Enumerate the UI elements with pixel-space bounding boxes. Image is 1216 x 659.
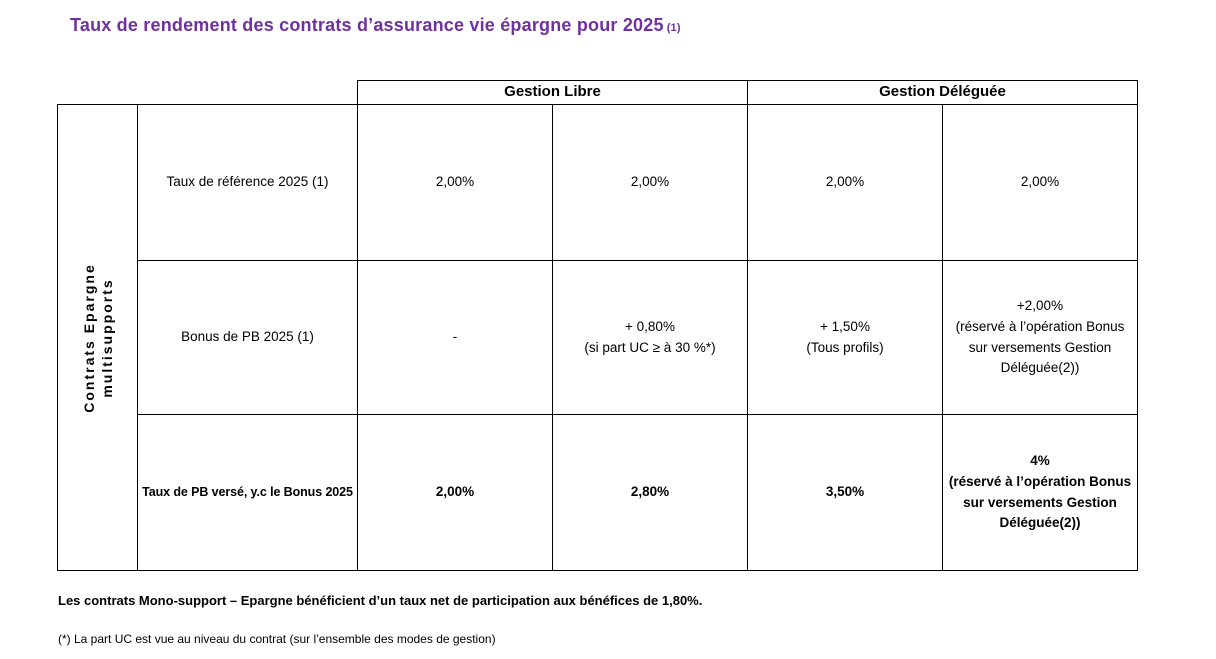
- rate-cell: 2,00%: [357, 414, 553, 571]
- rate-cell: + 1,50% (Tous profils): [747, 260, 943, 415]
- table-corner-spacer: [58, 81, 358, 105]
- table-row: Taux de PB versé, y.c le Bonus 2025 2,00…: [58, 414, 1138, 571]
- rate-cell: 4% (réservé à l’opération Bonus sur vers…: [942, 414, 1138, 571]
- rates-table-container: Gestion Libre Gestion Déléguée Contrats …: [57, 80, 1138, 571]
- row-group-cell: Contrats Epargne multisupports: [57, 104, 138, 571]
- rate-cell: + 0,80% (si part UC ≥ à 30 %*): [552, 260, 748, 415]
- column-group-gestion-libre: Gestion Libre: [357, 80, 748, 105]
- row-group-label: Contrats Epargne multisupports: [80, 262, 115, 413]
- rate-cell: 2,00%: [357, 104, 553, 261]
- table-row: Contrats Epargne multisupports Taux de r…: [57, 104, 1138, 571]
- column-group-gestion-deleguee: Gestion Déléguée: [747, 80, 1138, 105]
- uc-footnote: (*) La part UC est vue au niveau du cont…: [58, 632, 496, 646]
- title-footnote-ref: (1): [666, 22, 681, 34]
- row-label-taux-pb-verse: Taux de PB versé, y.c le Bonus 2025: [137, 414, 358, 571]
- page-title-text: Taux de rendement des contrats d’assuran…: [70, 15, 664, 35]
- rate-cell: 2,00%: [747, 104, 943, 261]
- rate-cell: +2,00% (réservé à l’opération Bonus sur …: [942, 260, 1138, 415]
- rate-cell: -: [357, 260, 553, 415]
- rate-cell: 2,80%: [552, 414, 748, 571]
- page-title: Taux de rendement des contrats d’assuran…: [70, 15, 681, 36]
- table-header-row: Gestion Libre Gestion Déléguée: [58, 80, 1138, 105]
- table-row: Bonus de PB 2025 (1) - + 0,80% (si part …: [58, 260, 1138, 415]
- rate-cell: 3,50%: [747, 414, 943, 571]
- rates-table: Gestion Libre Gestion Déléguée Contrats …: [57, 80, 1138, 571]
- rate-cell: 2,00%: [942, 104, 1138, 261]
- mono-support-note: Les contrats Mono-support – Epargne béné…: [58, 593, 703, 608]
- row-label-bonus-pb: Bonus de PB 2025 (1): [137, 260, 358, 415]
- row-label-taux-reference: Taux de référence 2025 (1): [137, 104, 358, 261]
- rate-cell: 2,00%: [552, 104, 748, 261]
